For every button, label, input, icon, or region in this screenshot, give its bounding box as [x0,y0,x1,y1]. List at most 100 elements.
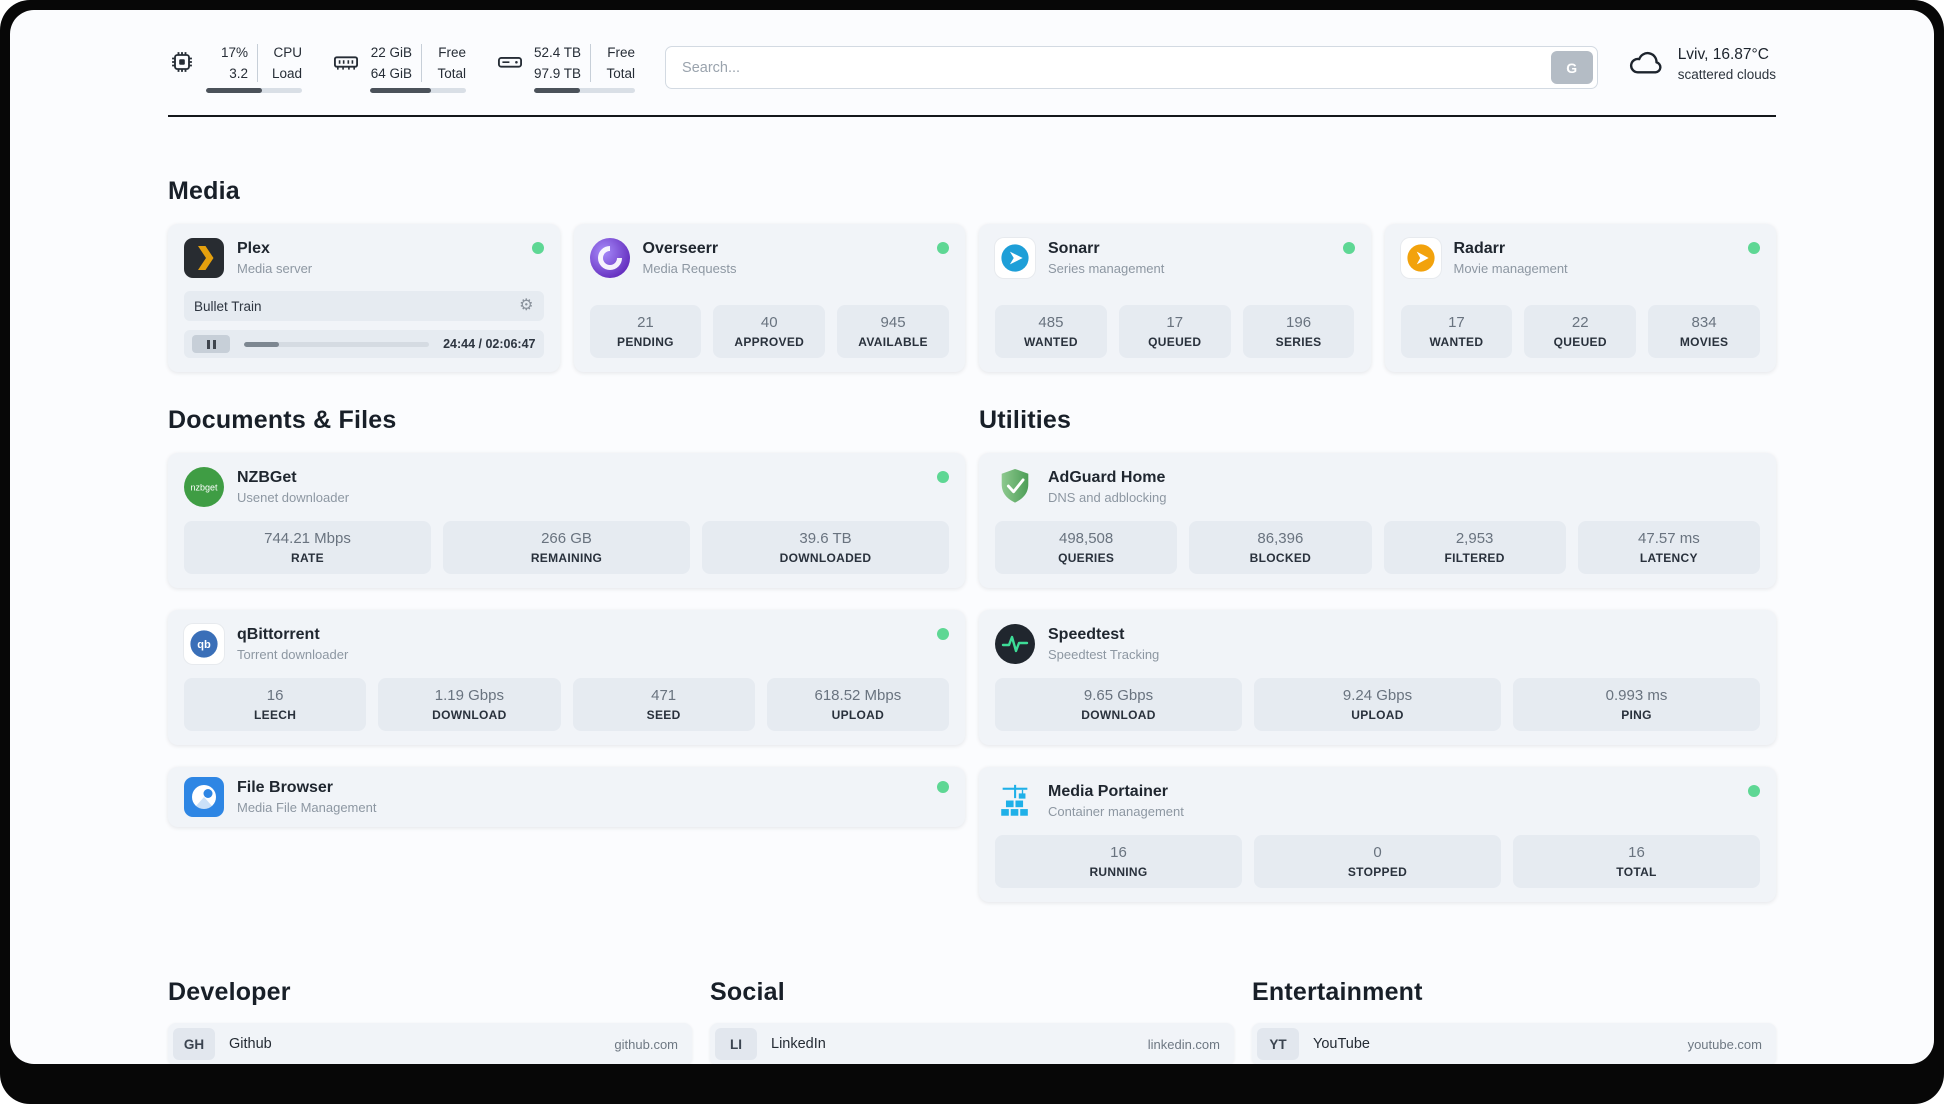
utilities-column: Utilities [979,406,1776,903]
app-subtitle: Container management [1048,804,1184,820]
status-dot [1748,785,1760,798]
stat-label: APPROVED [734,335,805,350]
section-title-media: Media [168,177,240,206]
stat-box: 9.65 Gbps DOWNLOAD [995,678,1242,732]
stat-value: 618.52 Mbps [814,687,902,705]
disk-total-value: 97.9 TB [534,65,582,81]
stat-value: 16 [1110,844,1127,862]
bookmark-url: youtube.com [1687,1036,1762,1052]
stat-box: 9.24 Gbps UPLOAD [1254,678,1501,732]
stat-box: 744.21 Mbps RATE [184,521,431,575]
stat-label: BLOCKED [1249,551,1312,566]
documents-column: Documents & Files nzbget NZBGet U [168,406,965,828]
stat-value: 1.19 Gbps [434,687,504,705]
app-subtitle: Usenet downloader [237,490,350,506]
app-name: Radarr [1453,240,1506,258]
app-name: Speedtest [1048,626,1125,644]
qbittorrent-card[interactable]: qb qBittorrent Torrent downloader 16 LEE… [168,610,965,746]
bookmark-name: Github [229,1036,272,1053]
stat-label: QUEUED [1553,335,1607,350]
stat-box: 945 AVAILABLE [837,305,949,359]
adguard-card[interactable]: AdGuard Home DNS and adblocking 498,508 … [979,453,1776,589]
playback-track[interactable] [244,341,430,347]
stat-label: UPLOAD [831,708,885,723]
stat-box: 17 QUEUED [1118,305,1231,359]
bookmark-linkedin[interactable]: LI LinkedIn linkedin.com [710,1023,1234,1064]
ram-free-label: Free [438,45,466,60]
stat-box: 196 SERIES [1242,305,1355,359]
app-name: Overseerr [642,240,719,258]
bookmark-badge: GH [173,1028,215,1061]
stat-value: 21 [637,314,654,332]
stat-value: 86,396 [1257,530,1304,548]
section-title-documents: Documents & Files [168,406,397,435]
radarr-icon [1400,238,1441,279]
cpu-metric: 17% 3.2 CPU Load [168,44,302,94]
gear-icon[interactable]: ⚙ [519,297,534,315]
status-dot [937,242,949,255]
ram-metric: 22 GiB 64 GiB Free Total [332,44,466,94]
bookmark-badge: YT [1257,1028,1299,1061]
search-box: G [665,46,1598,89]
stat-value: 17 [1448,314,1465,332]
weather-location: Lviv, 16.87°C [1677,46,1769,63]
disk-free-label: Free [607,45,636,60]
stat-box: 498,508 QUERIES [995,521,1178,575]
status-dot [937,781,949,794]
bookmark-youtube[interactable]: YT YouTube youtube.com [1252,1023,1776,1064]
weather-widget[interactable]: Lviv, 16.87°C scattered clouds [1628,46,1776,82]
stat-box: 834 MOVIES [1648,305,1760,359]
sonarr-card[interactable]: Sonarr Series management 485 WANTED 17 Q… [979,224,1371,373]
stat-label: PING [1621,708,1652,723]
stat-value: 0.993 ms [1605,687,1668,705]
stat-label: DOWNLOAD [432,708,507,723]
bookmark-github[interactable]: GH Github github.com [168,1023,692,1064]
overseerr-card[interactable]: Overseerr Media Requests 21 PENDING 40 A… [573,224,965,373]
svg-text:nzbget: nzbget [190,483,218,493]
app-subtitle: Series management [1048,261,1165,277]
overseerr-icon [589,238,630,279]
stat-box: 0 STOPPED [1254,835,1501,889]
search-engine-button[interactable]: G [1550,51,1593,84]
stat-label: TOTAL [1616,865,1657,880]
stat-box: 618.52 Mbps UPLOAD [766,678,949,732]
speedtest-card[interactable]: Speedtest Speedtest Tracking 9.65 Gbps D… [979,610,1776,746]
top-bar: 17% 3.2 CPU Load [168,44,1776,94]
disk-total-label: Total [606,65,636,81]
cpu-usage-label: CPU [273,45,302,60]
stat-value: 945 [880,314,906,332]
developer-column: Developer GH Github github.com SO StackO… [168,978,692,1064]
stat-value: 47.57 ms [1638,530,1700,548]
portainer-card[interactable]: Media Portainer Container management 16 … [979,767,1776,903]
app-subtitle: Movie management [1453,261,1568,277]
app-name: File Browser [237,779,334,797]
disk-icon [496,48,524,81]
plex-card[interactable]: Plex Media server Bullet Train ⚙ 24:44 /… [168,224,560,373]
nzbget-card[interactable]: nzbget NZBGet Usenet downloader 744.21 M… [168,453,965,589]
radarr-card[interactable]: Radarr Movie management 17 WANTED 22 QUE… [1384,224,1776,373]
stat-value: 485 [1038,314,1064,332]
cpu-progress-bar [206,88,302,94]
filebrowser-card[interactable]: File Browser Media File Management [168,767,965,828]
app-subtitle: Media Requests [642,261,737,277]
cpu-usage-value: 17% [220,45,248,60]
search-input[interactable] [665,46,1598,89]
status-dot [531,242,544,255]
ram-total-label: Total [437,65,466,81]
app-subtitle: Media File Management [237,800,377,816]
app-subtitle: Media server [237,261,313,277]
social-column: Social LI LinkedIn linkedin.com TW Twitt… [710,978,1234,1064]
sonarr-icon [995,238,1035,279]
pause-button[interactable] [192,335,230,354]
stat-label: DOWNLOADED [779,551,872,566]
stat-box: 22 QUEUED [1524,305,1637,359]
cpu-load-label: Load [271,65,302,81]
adguard-icon [995,467,1035,507]
speedtest-icon [995,624,1035,665]
bookmark-badge: LI [715,1028,757,1061]
stat-value: 17 [1166,314,1184,332]
stat-label: LEECH [254,708,297,723]
bookmark-url: github.com [614,1036,678,1052]
now-playing-box: Bullet Train ⚙ [184,291,544,322]
